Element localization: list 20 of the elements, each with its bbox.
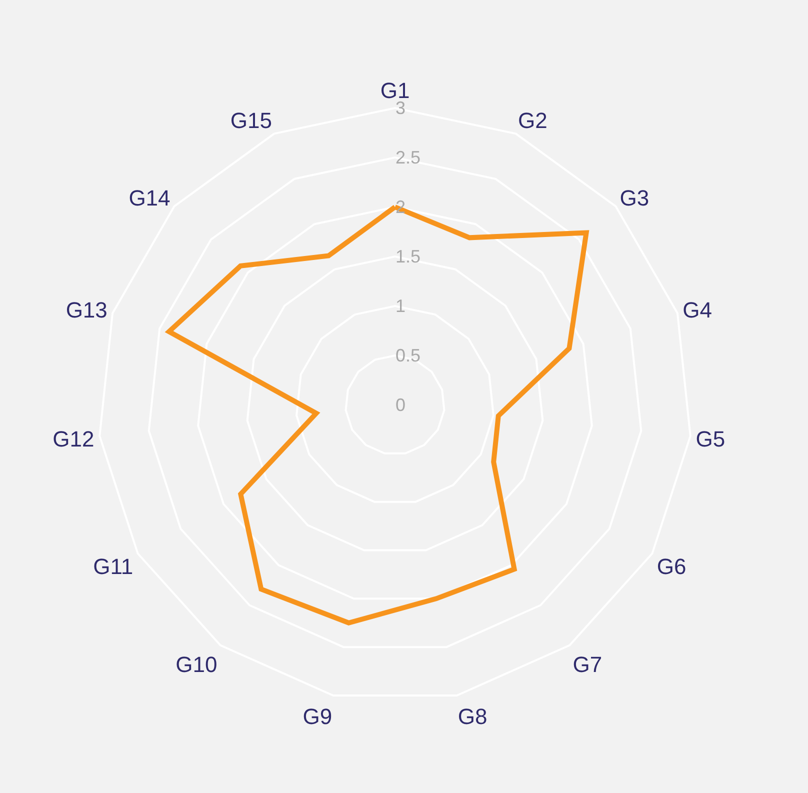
spoke-label: G6 [656,554,686,579]
spoke-label: G14 [128,185,170,210]
y-tick-label: 3 [396,98,406,118]
spoke-label: G15 [230,108,272,133]
spoke-label: G9 [302,704,332,729]
y-tick-label: 2.5 [396,147,421,168]
spoke-label: G3 [620,185,650,210]
spoke-label: G12 [52,426,94,452]
spoke-label: G8 [458,704,488,729]
y-tick-label: 0 [396,394,406,415]
spoke-label: G10 [176,652,218,677]
y-tick-label: 0.5 [396,345,421,366]
spoke-label: G11 [93,554,134,579]
spoke-label: G4 [682,298,712,323]
y-tick-label: 1.5 [396,246,421,266]
spoke-label: G7 [572,652,602,677]
spoke-label: G2 [518,108,548,133]
y-tick-label: 1 [396,296,406,316]
spoke-label: G5 [696,426,726,452]
spoke-label: G13 [66,298,108,323]
